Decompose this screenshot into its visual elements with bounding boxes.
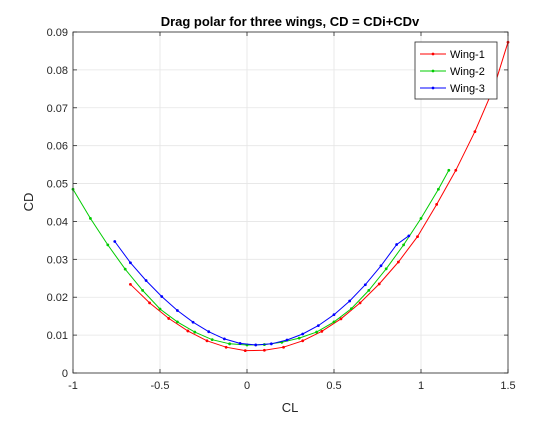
data-point-wing-3 [332, 313, 336, 317]
data-point-wing-2 [158, 307, 162, 311]
data-point-wing-3 [363, 283, 367, 287]
data-point-wing-2 [297, 336, 301, 340]
data-point-wing-3 [316, 324, 320, 328]
data-point-wing-2 [176, 320, 179, 324]
data-point-wing-3 [269, 342, 273, 346]
data-point-wing-2 [447, 168, 451, 172]
data-point-wing-3 [144, 279, 148, 282]
data-point-wing-1 [167, 317, 171, 320]
data-point-wing-3 [395, 243, 399, 246]
data-point-wing-3 [238, 342, 242, 345]
data-point-wing-1 [205, 339, 209, 343]
x-tick-label: 0 [244, 380, 250, 392]
data-point-wing-3 [129, 261, 132, 265]
data-point-wing-1 [396, 260, 400, 264]
data-point-wing-1 [186, 329, 190, 333]
data-point-wing-3 [379, 264, 383, 268]
data-point-wing-1 [358, 301, 362, 305]
data-point-wing-3 [348, 299, 352, 303]
data-point-wing-1 [435, 202, 439, 206]
y-axis-label: CD [21, 193, 36, 212]
data-point-wing-2 [228, 342, 232, 346]
data-point-wing-3 [222, 337, 226, 341]
plot-frame [72, 31, 509, 374]
y-tick-label: 0.02 [47, 292, 68, 304]
data-point-wing-3 [176, 309, 179, 312]
data-point-wing-3 [191, 320, 195, 324]
data-point-wing-3 [407, 234, 411, 238]
y-tick-label: 0.08 [47, 65, 68, 77]
data-point-wing-1 [377, 282, 381, 286]
y-tick-label: 0.03 [47, 254, 68, 266]
data-point-wing-2 [106, 243, 110, 247]
data-point-wing-1 [243, 349, 247, 353]
data-point-wing-2 [141, 289, 145, 292]
data-point-wing-3 [207, 330, 211, 334]
y-tick-label: 0.07 [47, 103, 68, 115]
data-point-wing-2 [367, 289, 371, 292]
data-point-wing-1 [129, 282, 132, 286]
legend-marker-wing-1 [431, 52, 435, 56]
data-point-wing-1 [148, 301, 151, 305]
x-tick-label: -1 [68, 380, 78, 392]
y-tick-label: 0.04 [47, 216, 68, 228]
data-point-wing-1 [320, 329, 324, 333]
y-tick-label: 0.01 [47, 330, 68, 342]
x-tick-label: 0.5 [326, 380, 341, 392]
data-point-wing-3 [160, 295, 164, 298]
data-point-wing-2 [419, 217, 423, 220]
data-point-wing-1 [282, 345, 285, 349]
data-point-wing-2 [437, 187, 440, 191]
data-point-wing-1 [339, 317, 343, 321]
legend: Wing-1 Wing-2 Wing-3 [414, 41, 498, 100]
data-point-wing-2 [193, 330, 197, 334]
data-point-wing-3 [285, 338, 289, 342]
legend-label-wing-1: Wing-1 [450, 49, 485, 61]
legend-marker-wing-3 [431, 86, 435, 90]
chart-title: Drag polar for three wings, CD = CDi+CDv [161, 14, 420, 29]
y-tick-label: 0.09 [47, 27, 68, 39]
data-point-wing-3 [301, 332, 305, 336]
series-line-wing-3 [114, 235, 410, 346]
data-point-wing-2 [210, 338, 214, 342]
x-axis-label: CL [282, 400, 299, 415]
legend-label-wing-2: Wing-2 [450, 66, 485, 78]
legend-marker-wing-2 [431, 69, 435, 73]
data-point-wing-3 [254, 343, 258, 347]
axis-ticks: -1 -0.5 0 0.5 1 1.5 0 0.01 0.02 0.03 0.04 0.05 0.06 0… [47, 27, 516, 392]
data-point-wing-2 [89, 217, 92, 220]
legend-label-wing-3: Wing-3 [450, 83, 485, 95]
grid-lines [72, 31, 509, 374]
data-point-wing-1 [263, 348, 266, 352]
y-tick-label: 0 [62, 368, 68, 380]
data-point-wing-1 [454, 168, 458, 172]
x-tick-label: 1 [418, 380, 424, 392]
data-point-wing-2 [350, 307, 353, 310]
data-point-wing-2 [384, 267, 388, 271]
data-point-wing-1 [224, 345, 228, 349]
series-group [71, 40, 510, 353]
data-point-wing-1 [301, 339, 305, 343]
x-tick-label: -0.5 [151, 380, 170, 392]
x-tick-label: 1.5 [500, 380, 515, 392]
data-point-wing-1 [473, 130, 477, 134]
data-point-wing-1 [416, 235, 419, 239]
data-point-wing-2 [332, 320, 336, 324]
y-tick-label: 0.05 [47, 179, 68, 191]
data-point-wing-3 [113, 240, 117, 243]
data-point-wing-2 [123, 267, 127, 271]
y-tick-label: 0.06 [47, 141, 68, 153]
data-point-wing-2 [315, 330, 318, 334]
data-point-wing-2 [402, 243, 405, 247]
